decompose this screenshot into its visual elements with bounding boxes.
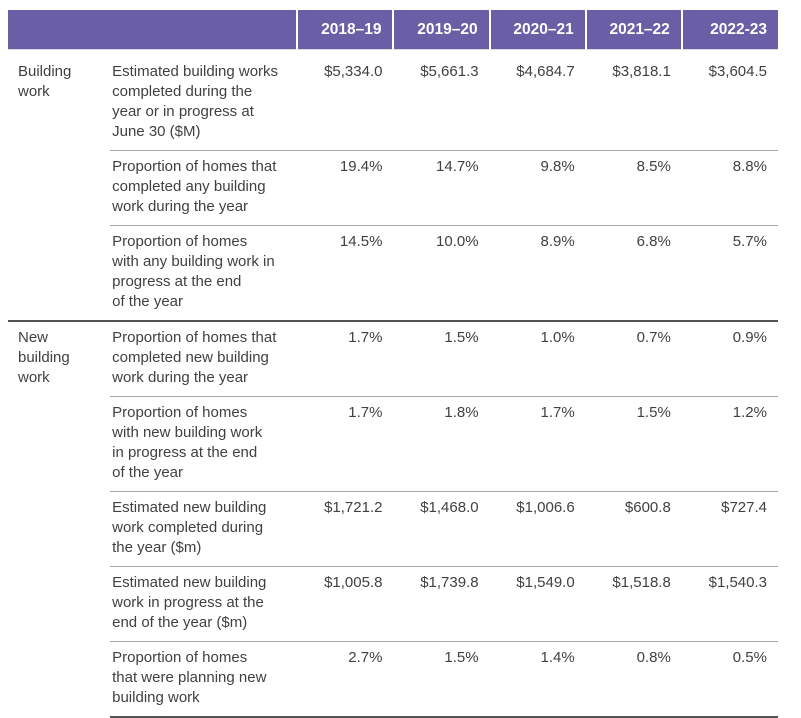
- row-label: Estimated new building work completed du…: [110, 491, 298, 567]
- value-cell: $1,739.8: [393, 566, 490, 642]
- row-label: Proportion of homes with any building wo…: [110, 225, 298, 321]
- table-row: Proportion of homes with any building wo…: [8, 225, 778, 321]
- value-cell: 1.5%: [393, 320, 490, 397]
- empty-header-cell: [8, 10, 298, 50]
- category-cell: New building work: [8, 320, 111, 717]
- value-cell: 0.9%: [681, 320, 778, 397]
- table-section: Building work Estimated building works co…: [8, 50, 778, 321]
- table-row: Estimated new building work completed du…: [8, 491, 778, 567]
- table-row: New building work Proportion of homes tha…: [8, 320, 778, 717]
- year-column-header: 2019–20: [392, 10, 490, 50]
- building-work-stats-table: 2018–19 2019–20 2020–21 2021–22 2022-23 Buil…: [8, 10, 778, 718]
- value-cell: 1.2%: [681, 396, 778, 492]
- category-cell: Building work: [18, 63, 72, 100]
- year-column-header: 2022-23: [680, 10, 778, 50]
- value-cell: 1.8%: [393, 396, 490, 492]
- value-cell: 19.4%: [297, 150, 394, 226]
- value-cell: 8.9%: [489, 225, 586, 321]
- value-cell: 1.5%: [585, 396, 682, 492]
- value-cell: 9.8%: [489, 150, 586, 226]
- value-cell: 0.8%: [585, 641, 682, 718]
- table-row: Estimated new building work in progress …: [8, 566, 778, 642]
- value-cell: 1.7%: [297, 320, 394, 397]
- value-cell: 1.7%: [489, 396, 586, 492]
- value-cell: $1,005.8: [297, 566, 394, 642]
- year-column-header: 2020–21: [488, 10, 586, 50]
- value-cell: 10.0%: [393, 225, 490, 321]
- value-cell: $1,006.6: [489, 491, 586, 567]
- value-cell: $1,721.2: [297, 491, 394, 567]
- row-label: Proportion of homes with new building wo…: [110, 396, 298, 492]
- value-cell: 1.5%: [393, 641, 490, 718]
- row-label: Estimated building works completed durin…: [112, 63, 279, 140]
- value-cell: 5.7%: [681, 225, 778, 321]
- row-label: Proportion of homes that completed new b…: [110, 320, 298, 397]
- value-cell: 8.5%: [585, 150, 682, 226]
- value-cell: 1.0%: [489, 320, 586, 397]
- value-cell: $1,540.3: [681, 566, 778, 642]
- value-cell: $727.4: [681, 491, 778, 567]
- value-cell: 1.4%: [489, 641, 586, 718]
- table-row: Proportion of homes with new building wo…: [8, 396, 778, 492]
- row-label: Proportion of homes that were planning n…: [110, 641, 298, 718]
- table-row: Building work Estimated building works co…: [8, 50, 778, 151]
- table-row: Proportion of homes that were planning n…: [8, 641, 778, 718]
- value-cell: 2.7%: [297, 641, 394, 718]
- value-cell: $4,684.7: [516, 63, 575, 80]
- year-column-header: 2021–22: [584, 10, 682, 50]
- value-cell: $3,604.5: [708, 63, 767, 80]
- value-cell: $1,549.0: [489, 566, 586, 642]
- year-column-header: 2018–19: [296, 10, 394, 50]
- value-cell: $5,334.0: [324, 63, 383, 80]
- value-cell: 14.7%: [393, 150, 490, 226]
- value-cell: 14.5%: [297, 225, 394, 321]
- value-cell: 8.8%: [681, 150, 778, 226]
- value-cell: $1,518.8: [585, 566, 682, 642]
- row-label: Estimated new building work in progress …: [110, 566, 298, 642]
- value-cell: 0.7%: [585, 320, 682, 397]
- table-row: Proportion of homes that completed any b…: [8, 150, 778, 226]
- value-cell: $5,661.3: [420, 63, 479, 80]
- value-cell: 1.7%: [297, 396, 394, 492]
- value-cell: 0.5%: [681, 641, 778, 718]
- table-header-row: 2018–19 2019–20 2020–21 2021–22 2022-23: [8, 10, 778, 50]
- table-section: New building work Proportion of homes tha…: [8, 320, 778, 718]
- value-cell: 6.8%: [585, 225, 682, 321]
- value-cell: $1,468.0: [393, 491, 490, 567]
- row-label: Proportion of homes that completed any b…: [110, 150, 298, 226]
- value-cell: $3,818.1: [612, 63, 671, 80]
- value-cell: $600.8: [585, 491, 682, 567]
